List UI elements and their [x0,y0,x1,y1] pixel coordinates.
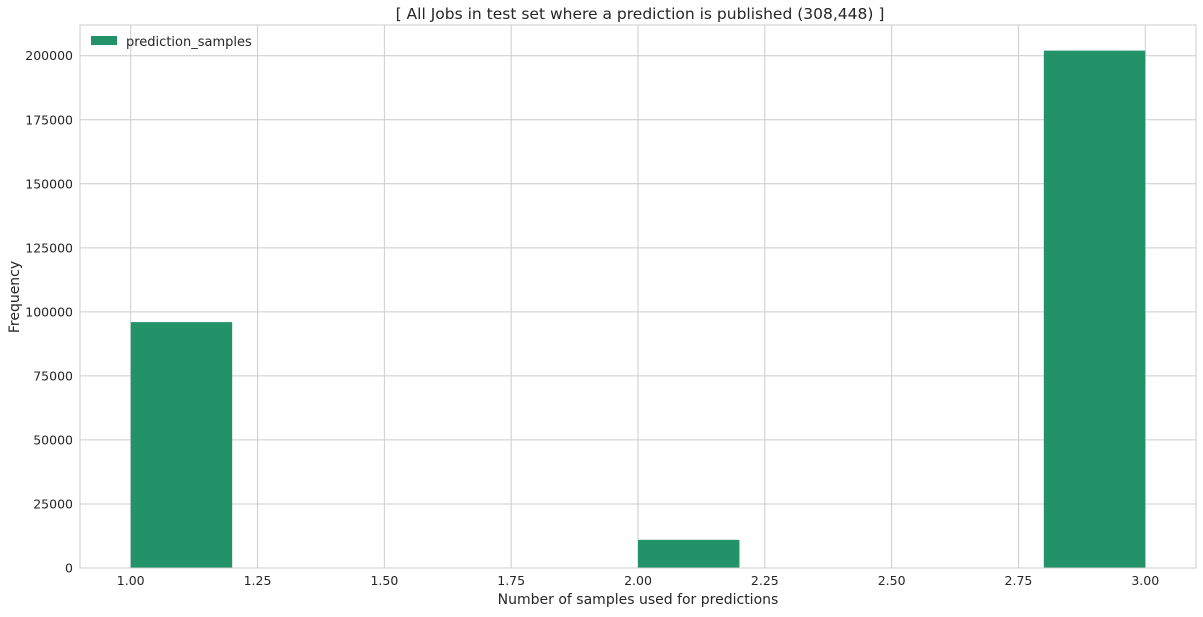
x-tick-label: 1.25 [244,573,272,588]
x-tick-label: 1.50 [370,573,398,588]
y-tick-label: 125000 [25,240,73,255]
x-tick-labels: 1.00 1.25 1.50 1.75 2.00 2.25 2.50 2.75 3.00 [117,573,1159,588]
legend-swatch [91,36,117,45]
x-tick-label: 1.00 [117,573,145,588]
x-tick-label: 2.25 [751,573,779,588]
x-tick-label: 3.00 [1131,573,1159,588]
histogram-bar [130,322,233,568]
bars [130,50,1146,568]
legend: prediction_samples [91,35,252,50]
x-tick-label: 2.75 [1005,573,1033,588]
y-axis-label: Frequency [7,261,23,333]
y-tick-label: 25000 [33,496,73,511]
grid-lines [80,25,1196,569]
y-tick-labels: 0 25000 50000 75000 100000 125000 150000 175000… [25,48,73,575]
y-tick-label: 50000 [33,432,73,447]
y-tick-label: 150000 [25,176,73,191]
x-tick-label: 2.00 [624,573,652,588]
y-tick-label: 200000 [25,48,73,63]
chart-title: [ All Jobs in test set where a predictio… [396,5,885,23]
x-axis-label: Number of samples used for predictions [498,592,779,608]
y-tick-label: 0 [65,561,73,576]
y-tick-label: 175000 [25,112,73,127]
x-tick-label: 1.75 [497,573,525,588]
histogram-bar [638,539,740,568]
y-tick-label: 100000 [25,304,73,319]
y-tick-label: 75000 [33,368,73,383]
legend-label: prediction_samples [126,35,252,50]
histogram-bar [1043,50,1146,568]
x-tick-label: 2.50 [878,573,906,588]
plot-frame [79,24,1197,569]
